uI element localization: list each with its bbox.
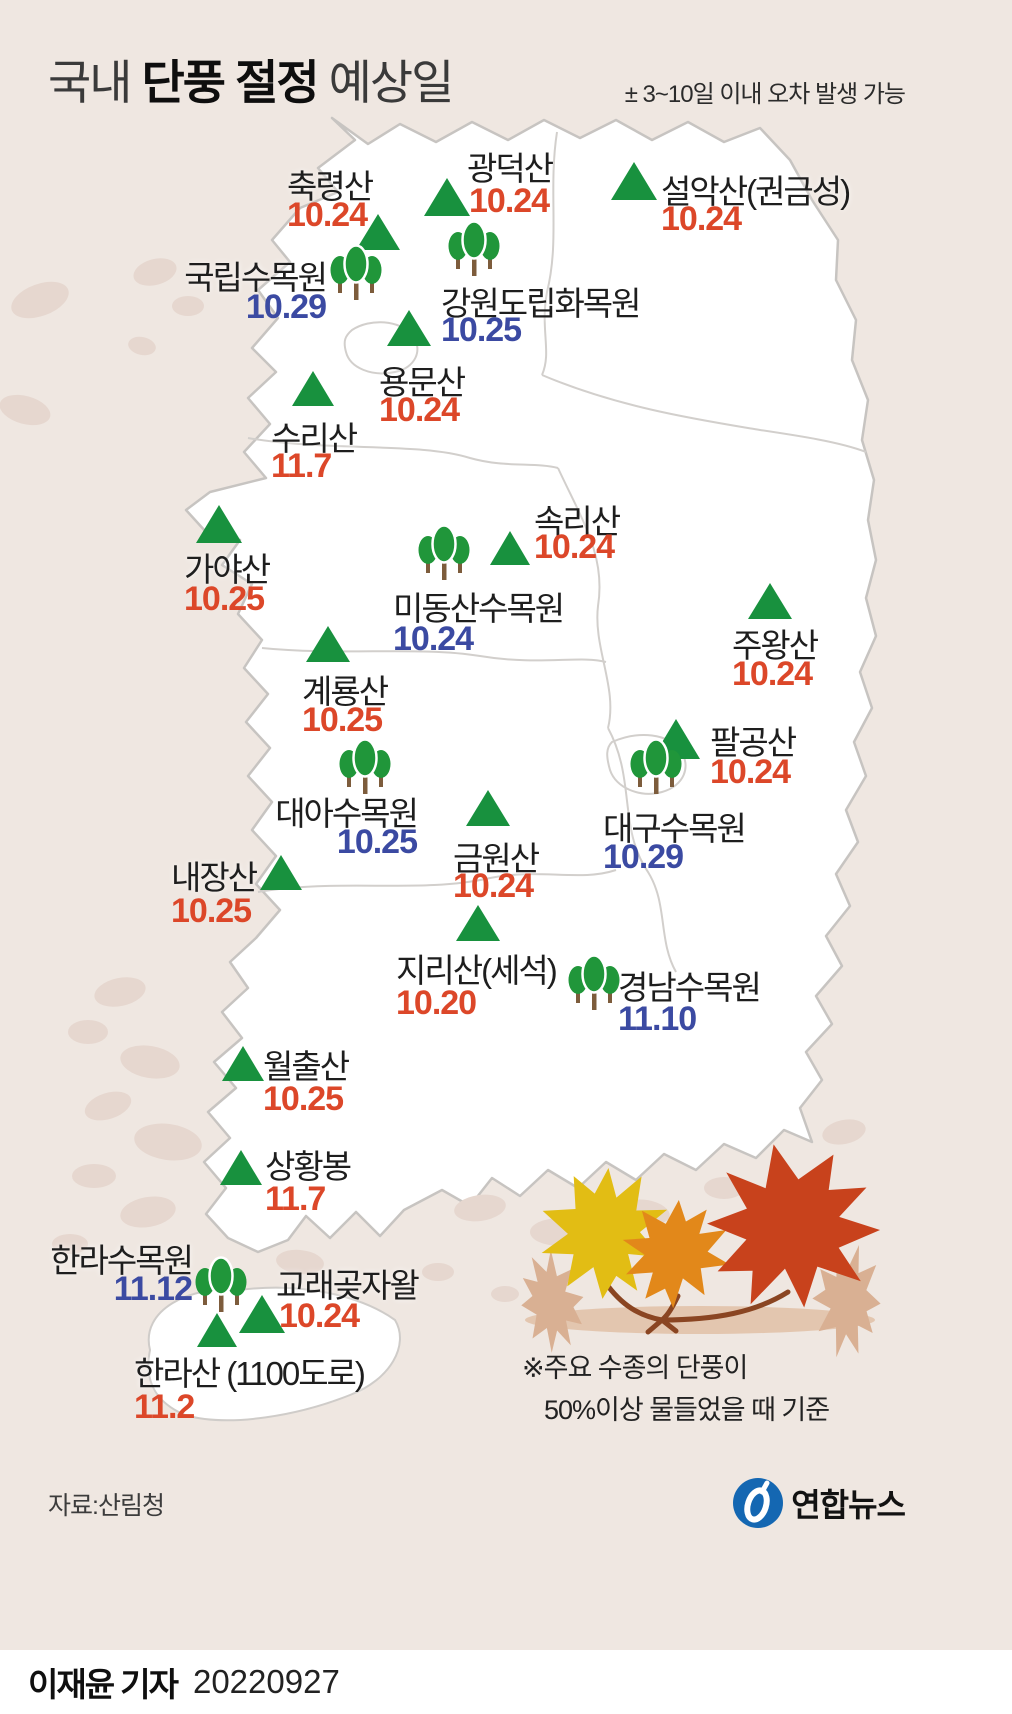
mountain-triangle-icon [748,583,792,619]
mountain-triangle-icon [260,855,302,890]
arboretum-trees-icon [193,1256,249,1316]
mountain-triangle-icon [306,626,350,662]
title-bold: 단풍 절정 [141,56,320,109]
mountain-triangle-icon [196,505,242,543]
mountain-triangle-icon [239,1295,285,1333]
source-label: 자료:산림청 [48,1492,165,1520]
arboretum-trees-icon [416,524,472,584]
arboretum-trees-icon [628,738,684,798]
mountain-triangle-icon [222,1046,264,1081]
mountain-triangle-icon [611,162,657,200]
mountain-triangle-icon [292,371,334,406]
location-peak-date: 10.25 [302,701,383,739]
yonhap-logo-text: 연합뉴스 [791,1487,906,1523]
footnote-line2: 50%이상 물들었을 때 기준 [544,1394,830,1425]
location-name: 축령산 [287,168,374,205]
location-name: 금원산 [453,840,540,877]
province-borders [247,131,867,973]
location-peak-date: 11.7 [265,1180,326,1218]
yonhap-logo: 연합뉴스 [733,1478,906,1528]
location-peak-date: 11.7 [271,447,332,485]
arboretum-trees-icon [328,244,384,304]
location-name: 팔공산 [710,724,797,761]
location-name: 대구수목원 [603,810,747,847]
mountain-triangle-icon [387,310,431,346]
title-prefix: 국내 [48,56,132,109]
location-name: 한라산 (1100도로) [134,1355,366,1392]
location-peak-date: 11.10 [618,1000,697,1038]
location-name: 가야산 [184,551,271,588]
location-name: 용문산 [379,364,466,401]
location-name: 지리산(세석) [396,952,558,989]
location-name: 설악산(권금성) [661,173,851,210]
location-peak-date: 10.25 [171,892,252,930]
location-peak-date: 10.25 [441,311,522,349]
location-name: 대아수목원 [275,795,419,832]
location-peak-date: 11.12 [113,1270,193,1308]
location-name: 수리산 [271,420,358,457]
location-peak-date: 10.24 [710,753,791,791]
location-peak-date: 10.25 [336,823,418,861]
autumn-leaves-illustration [515,1112,909,1362]
location-peak-date: 10.24 [732,655,813,693]
location-name: 내장산 [171,859,258,896]
location-name: 광덕산 [467,150,554,187]
mountain-triangle-icon [197,1313,237,1347]
location-name: 상황봉 [265,1148,352,1185]
page-title: 국내 단풍 절정 예상일 [48,44,455,113]
location-peak-date: 10.29 [245,288,327,326]
location-peak-date: 10.24 [393,620,474,658]
location-name: 계룡산 [302,673,389,710]
location-peak-date: 10.20 [396,984,477,1022]
location-peak-date: 10.29 [603,838,684,876]
location-peak-date: 10.24 [279,1297,360,1335]
arboretum-trees-icon [337,738,393,798]
mountain-triangle-icon [356,214,400,250]
location-peak-date: 10.24 [534,528,615,566]
location-name: 한라수목원 [50,1242,194,1279]
location-name: 교래곶자왈 [276,1267,420,1304]
location-peak-date: 10.25 [263,1080,344,1118]
location-peak-date: 10.24 [453,867,534,905]
criteria-footnote: ※주요 수종의 단풍이 50%이상 물들었을 때 기준 [522,1348,830,1432]
location-peak-date: 11.2 [134,1388,195,1426]
location-name: 경남수목원 [618,969,762,1006]
location-peak-date: 10.24 [469,182,550,220]
location-peak-date: 10.24 [661,200,742,238]
location-name: 속리산 [534,503,621,540]
mountain-triangle-icon [220,1150,262,1185]
location-name: 국립수목원 [184,259,328,296]
error-range-note: ± 3~10일 이내 오차 발생 가능 [624,81,906,108]
mountain-triangle-icon [490,531,530,565]
location-peak-date: 10.24 [287,196,368,234]
location-peak-date: 10.24 [379,391,460,429]
title-suffix: 예상일 [328,56,455,109]
mountain-triangle-icon [456,905,500,941]
arboretum-trees-icon [566,954,622,1014]
location-name: 월출산 [263,1048,350,1085]
mountain-triangle-icon [424,178,470,216]
arboretum-trees-icon [446,220,502,280]
location-peak-date: 10.25 [184,580,265,618]
publish-date: 20220927 [192,1663,340,1700]
yonhap-logo-icon [733,1478,784,1528]
mountain-triangle-icon [466,790,510,826]
location-name: 미동산수목원 [393,590,565,627]
footnote-line1: ※주요 수종의 단풍이 [522,1353,748,1383]
location-name: 주왕산 [732,627,819,664]
location-name: 강원도립화목원 [441,285,642,322]
byline-bar: 이재윤 기자 20220927 [0,1650,1012,1714]
reporter-name: 이재윤 기자 [28,1666,179,1703]
